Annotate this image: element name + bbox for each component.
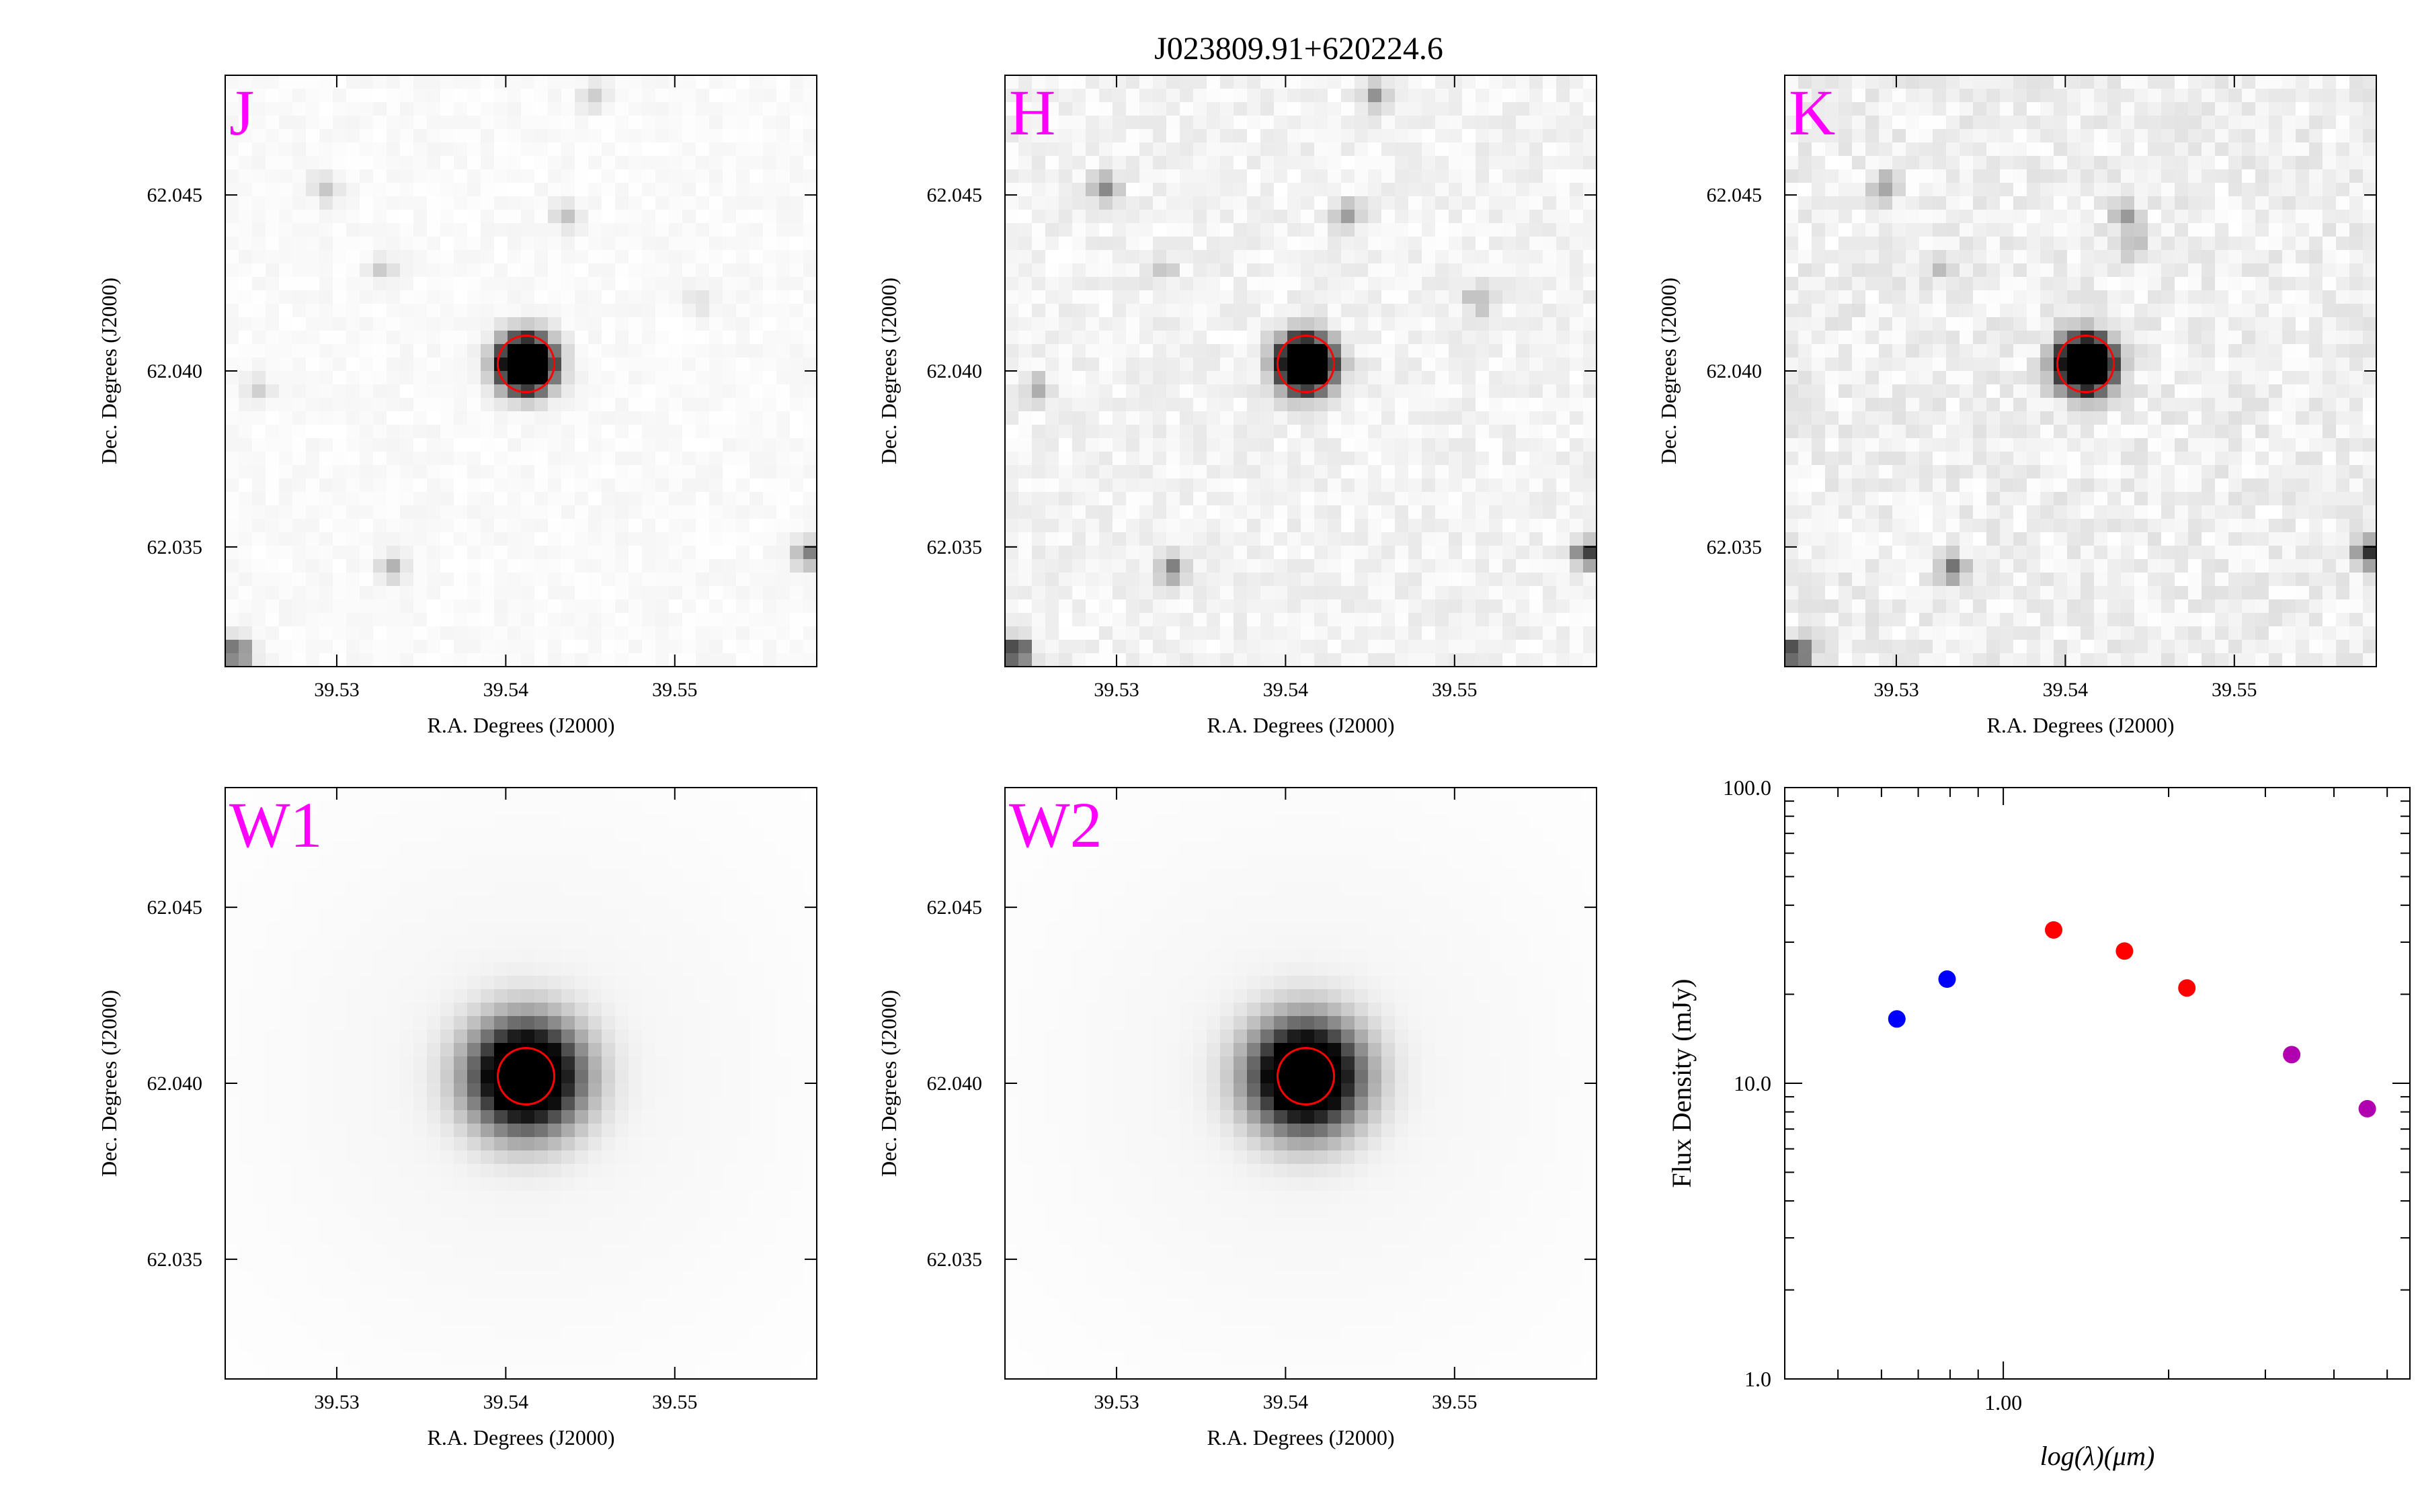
x-tick-label: 39.55: [1432, 679, 1478, 701]
x-tick-label: 39.53: [1094, 1391, 1139, 1413]
y-tick-label: 62.040: [927, 1073, 983, 1095]
x-tick-label: 39.55: [652, 1391, 698, 1413]
y-axis-label: Dec. Degrees (J2000): [97, 990, 121, 1177]
x-tick-label: 39.55: [652, 679, 698, 701]
image-panel-j: 39.53 39.54 39.55 62.045 62.040 62.035 R.A. De…: [97, 75, 817, 737]
image-panels: 39.53 39.54 39.55 62.045 62.040 62.035 R.A. De…: [97, 75, 2377, 1450]
sed-series-1: [2045, 921, 2196, 997]
y-axis-label: Flux Density (mJy): [1666, 978, 1697, 1187]
y-tick-label: 62.040: [147, 360, 203, 382]
y-axis-label: Dec. Degrees (J2000): [1656, 278, 1681, 464]
x-tick-label: 1.00: [1984, 1390, 2022, 1415]
figure-title: J023809.91+620224.6: [1154, 31, 1443, 67]
cutout-image: [225, 788, 817, 1380]
sed-frame: [1784, 787, 2411, 1380]
x-axis-label: R.A. Degrees (J2000): [1986, 713, 2174, 737]
x-axis-label: R.A. Degrees (J2000): [427, 1425, 614, 1450]
aperture-circle: [2056, 335, 2115, 394]
x-tick-label: 39.54: [2043, 679, 2089, 701]
y-tick-label: 100.0: [1723, 775, 1771, 800]
image-panel-w2: 39.53 39.54 39.55 62.045 62.040 62.035 R.A. De…: [877, 787, 1597, 1450]
data-point: [1938, 970, 1956, 989]
x-tick-label: 39.54: [483, 679, 529, 701]
x-tick-label: 39.54: [1263, 679, 1309, 701]
image-panel-h: 39.53 39.54 39.55 62.045 62.040 62.035 R.A. De…: [877, 75, 1597, 737]
y-tick-label: 1.0: [1744, 1367, 1771, 1391]
x-tick-label: 39.53: [314, 679, 360, 701]
data-point: [2115, 942, 2134, 960]
y-tick-label: 62.045: [1707, 184, 1763, 206]
data-point: [2178, 979, 2196, 997]
y-tick-label: 62.035: [147, 536, 203, 558]
x-tick-label: 39.54: [1263, 1391, 1309, 1413]
band-label: H: [1009, 77, 1055, 149]
image-panel-k: 39.53 39.54 39.55 62.045 62.040 62.035 R.A. De…: [1656, 75, 2377, 737]
y-tick-label: 62.045: [147, 184, 203, 206]
y-tick-label: 62.035: [927, 1249, 983, 1271]
image-panel-w1: 39.53 39.54 39.55 62.045 62.040 62.035 R.A. De…: [97, 787, 817, 1450]
y-tick-label: 62.040: [1707, 360, 1763, 382]
x-tick-label: 39.54: [483, 1391, 529, 1413]
x-axis-label: log(λ)(μm): [2040, 1441, 2155, 1471]
aperture-circle: [1277, 1047, 1336, 1106]
sed-series-0: [1888, 970, 1956, 1028]
aperture-circle: [1277, 335, 1336, 394]
y-tick-label: 62.035: [147, 1249, 203, 1271]
y-tick-label: 62.035: [927, 536, 983, 558]
x-axis-label: R.A. Degrees (J2000): [427, 713, 614, 737]
cutout-image: [225, 75, 817, 667]
band-label: J: [229, 77, 254, 149]
data-point: [1888, 1010, 1906, 1028]
y-tick-label: 62.045: [927, 184, 983, 206]
y-tick-label: 62.040: [147, 1073, 203, 1095]
x-axis-label: R.A. Degrees (J2000): [1207, 1425, 1394, 1450]
x-tick-label: 39.53: [1094, 679, 1139, 701]
x-tick-label: 39.53: [314, 1391, 360, 1413]
y-axis-label: Dec. Degrees (J2000): [877, 278, 901, 464]
y-tick-label: 62.035: [1707, 536, 1763, 558]
band-label: W2: [1009, 789, 1102, 861]
data-point: [2045, 921, 2063, 939]
sed-series-2: [2283, 1046, 2376, 1118]
x-tick-label: 39.55: [1432, 1391, 1478, 1413]
cutout-image: [1785, 75, 2377, 667]
x-axis-label: R.A. Degrees (J2000): [1207, 713, 1394, 737]
y-axis-label: Dec. Degrees (J2000): [97, 278, 121, 464]
sed-plot: 1.0 10.0 100.0 1.00 log(λ)(μm) Flux Density (…: [1666, 775, 2411, 1471]
y-tick-label: 62.040: [927, 360, 983, 382]
x-tick-label: 39.55: [2212, 679, 2257, 701]
aperture-circle: [497, 1047, 556, 1106]
y-tick-label: 62.045: [927, 896, 983, 919]
data-point: [2358, 1099, 2376, 1118]
y-tick-label: 10.0: [1734, 1071, 1771, 1095]
cutout-image: [1005, 75, 1597, 667]
y-axis-label: Dec. Degrees (J2000): [877, 990, 901, 1177]
aperture-circle: [497, 335, 556, 394]
band-label: W1: [229, 789, 323, 861]
y-tick-label: 62.045: [147, 896, 203, 919]
data-point: [2283, 1046, 2301, 1064]
cutout-image: [1005, 788, 1597, 1380]
band-label: K: [1789, 77, 1835, 149]
x-tick-label: 39.53: [1873, 679, 1919, 701]
